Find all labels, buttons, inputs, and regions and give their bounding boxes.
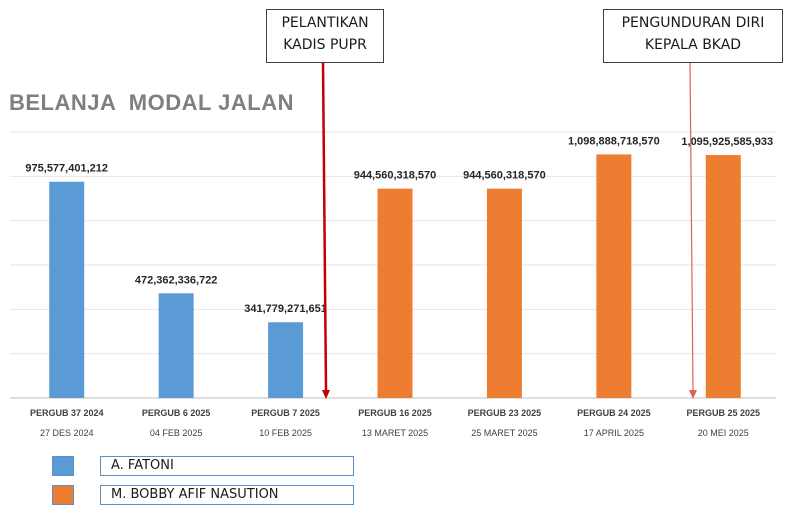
x-tick-label: PERGUB 16 2025 xyxy=(358,408,432,418)
x-tick-label: PERGUB 7 2025 xyxy=(251,408,320,418)
legend-swatch-fatoni xyxy=(52,456,74,476)
x-tick-date: 27 DES 2024 xyxy=(40,428,94,438)
annotation-pelantikan-line-2: KADIS PUPR xyxy=(283,37,367,53)
x-tick-label: PERGUB 6 2025 xyxy=(142,408,211,418)
bar xyxy=(705,155,741,398)
x-tick-label: PERGUB 24 2025 xyxy=(577,408,651,418)
bar xyxy=(158,293,194,398)
x-tick-label: PERGUB 23 2025 xyxy=(468,408,542,418)
data-label: 975,577,401,212 xyxy=(25,163,108,175)
annotation-pengunduran: PENGUNDURAN DIRI KEPALA BKAD xyxy=(603,9,783,63)
annotation-pengunduran-line-2: KEPALA BKAD xyxy=(644,37,742,53)
x-tick-date: 13 MARET 2025 xyxy=(362,428,428,438)
annotation-pelantikan: PELANTIKAN KADIS PUPR xyxy=(266,9,384,63)
data-label: 341,779,271,651 xyxy=(244,303,327,315)
legend-swatch-bobby xyxy=(52,485,74,505)
bar xyxy=(49,181,85,398)
chart-title: BELANJA MODAL JALAN xyxy=(9,90,295,115)
bar xyxy=(596,154,632,398)
legend-item-fatoni: A. FATONI xyxy=(52,456,354,478)
annotation-pengunduran-line-1: PENGUNDURAN DIRI xyxy=(621,15,765,31)
data-label: 944,560,318,570 xyxy=(463,170,546,182)
bar xyxy=(377,188,413,398)
legend-label-bobby: M. BOBBY AFIF NASUTION xyxy=(100,485,354,505)
annotation-arrowhead xyxy=(689,390,697,399)
x-tick-date: 17 APRIL 2025 xyxy=(584,428,644,438)
annotation-arrow xyxy=(321,62,328,391)
legend-label-fatoni: A. FATONI xyxy=(100,456,354,476)
x-tick-date: 20 MEI 2025 xyxy=(698,428,749,438)
data-label: 1,098,888,718,570 xyxy=(568,135,660,147)
bar xyxy=(486,188,522,398)
annotation-arrow xyxy=(689,62,694,391)
x-tick-date: 25 MARET 2025 xyxy=(471,428,537,438)
x-tick-date: 10 FEB 2025 xyxy=(259,428,312,438)
legend-item-bobby: M. BOBBY AFIF NASUTION xyxy=(52,485,354,507)
annotation-arrowhead xyxy=(322,390,330,399)
bar xyxy=(268,322,304,398)
x-tick-label: PERGUB 25 2025 xyxy=(687,408,761,418)
data-label: 944,560,318,570 xyxy=(354,170,437,182)
data-label: 1,095,925,585,933 xyxy=(681,136,773,148)
data-label: 472,362,336,722 xyxy=(135,274,218,286)
x-tick-label: PERGUB 37 2024 xyxy=(30,408,104,418)
annotation-pelantikan-line-1: PELANTIKAN xyxy=(281,15,369,31)
x-tick-date: 04 FEB 2025 xyxy=(150,428,203,438)
